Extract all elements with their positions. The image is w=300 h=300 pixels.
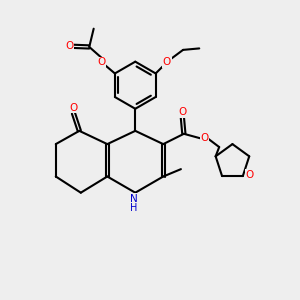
Text: N: N	[130, 194, 138, 204]
Text: O: O	[65, 41, 74, 51]
Text: O: O	[178, 107, 187, 117]
Text: O: O	[163, 57, 171, 67]
Text: O: O	[200, 133, 208, 143]
Text: O: O	[69, 103, 78, 113]
Text: H: H	[130, 203, 137, 213]
Text: O: O	[98, 57, 106, 67]
Text: O: O	[245, 169, 254, 180]
